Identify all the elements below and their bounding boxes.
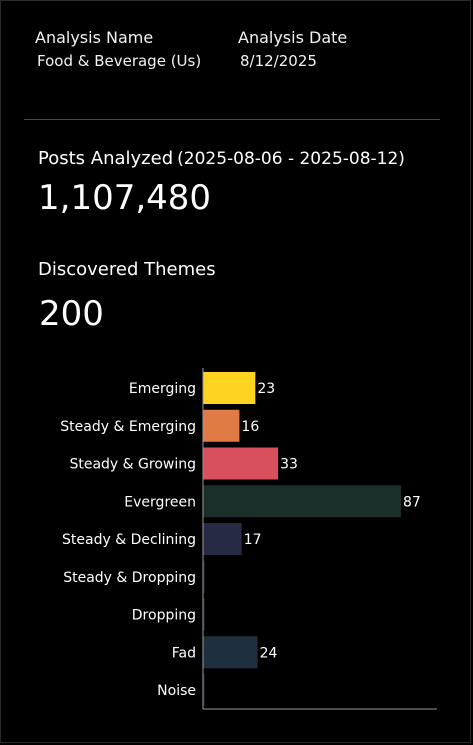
bar-steady-declining: [203, 523, 242, 555]
section-divider: [24, 119, 440, 120]
posts-analyzed-label: Posts Analyzed: [38, 148, 174, 169]
discovered-themes-count: 200: [39, 294, 104, 334]
data-label: 87: [403, 494, 421, 510]
bar-steady-emerging: [203, 409, 240, 442]
discovered-themes-label: Discovered Themes: [38, 259, 216, 280]
bar-fad: [203, 636, 258, 669]
theme-distribution-chart: Emerging 23 Steady & Emerging 16 Steady & Gr…: [60, 368, 437, 710]
data-label: 16: [241, 419, 259, 435]
posts-analyzed-count: 1,107,480: [38, 178, 212, 218]
analysis-name-label: Analysis Name: [35, 28, 154, 47]
category-label: Evergreen: [124, 494, 196, 510]
bar-steady-dropping: [203, 560, 205, 593]
category-label: Noise: [157, 683, 196, 699]
category-label: Steady & Dropping: [63, 570, 196, 586]
bar-noise: [203, 674, 205, 706]
category-label: Steady & Growing: [69, 457, 196, 473]
analysis-date-label: Analysis Date: [238, 28, 348, 47]
category-label: Steady & Emerging: [60, 419, 196, 435]
analysis-date-value: 8/12/2025: [240, 52, 317, 70]
data-label: 33: [280, 457, 298, 473]
data-label: 23: [257, 381, 275, 397]
bar-emerging: [203, 372, 256, 404]
data-label: 24: [260, 645, 278, 661]
category-label: Emerging: [129, 381, 196, 397]
data-label: 17: [244, 532, 262, 548]
analysis-name-value: Food & Beverage (Us): [37, 52, 202, 70]
bar-dropping: [203, 598, 205, 631]
category-label: Fad: [172, 645, 196, 661]
category-label: Dropping: [132, 608, 196, 624]
posts-analyzed-heading: Posts Analyzed (2025-08-06 - 2025-08-12): [38, 148, 405, 169]
bar-steady-growing: [203, 447, 279, 480]
posts-date-range: (2025-08-06 - 2025-08-12): [177, 149, 405, 169]
category-label: Steady & Declining: [62, 532, 196, 548]
bar-evergreen: [203, 485, 401, 518]
